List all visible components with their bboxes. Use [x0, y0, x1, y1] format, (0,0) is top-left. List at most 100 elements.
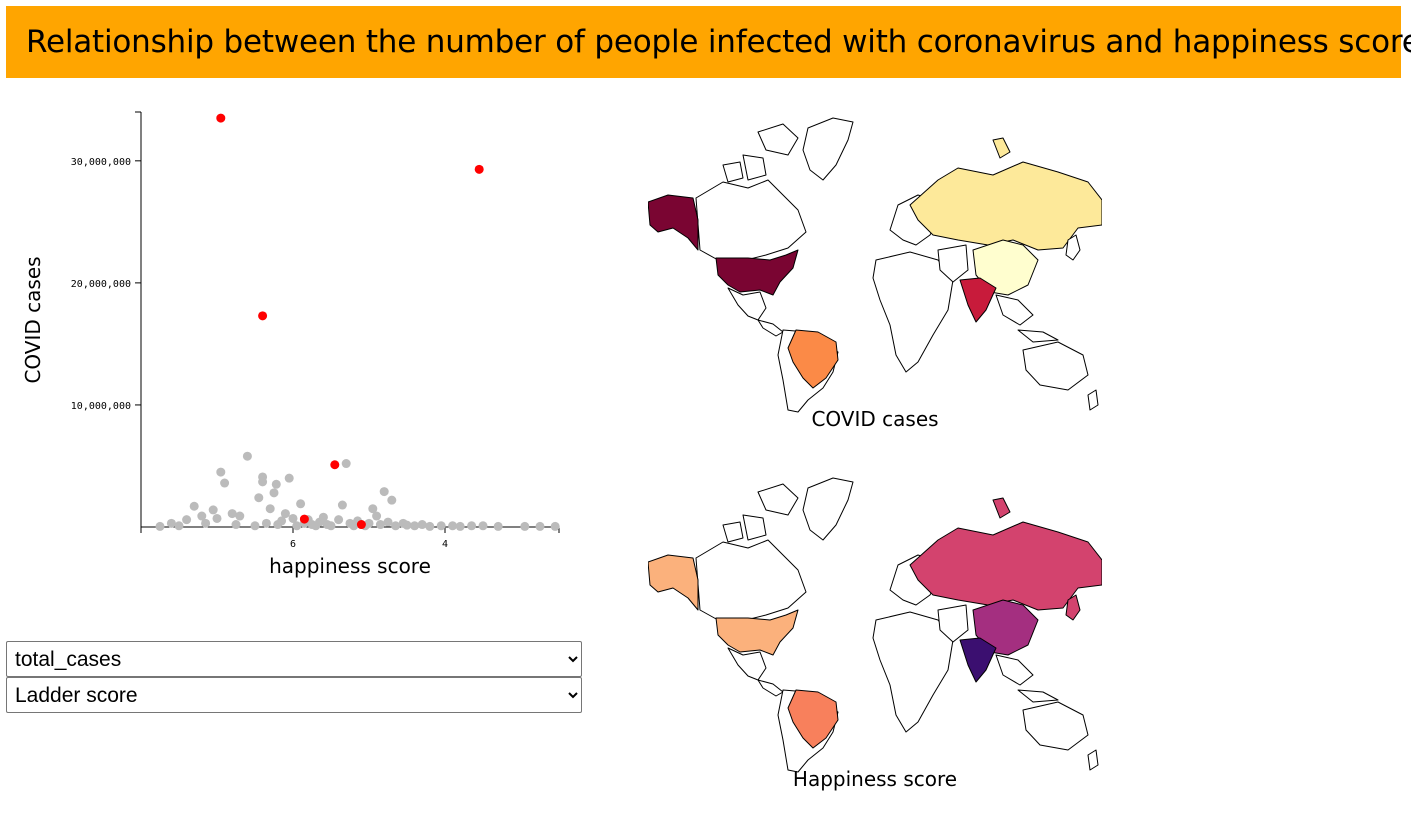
canada-shape	[695, 539, 807, 621]
data-point	[271, 479, 281, 489]
data-point	[372, 511, 382, 521]
australia-shape	[1022, 341, 1089, 391]
happiness-world-map	[648, 477, 1102, 773]
india-shape	[959, 277, 997, 323]
data-point	[280, 509, 290, 519]
y-tick-label: 10,000,000	[71, 401, 131, 412]
data-point	[417, 520, 427, 530]
data-point	[326, 521, 336, 531]
covid-cases-map: COVID cases	[648, 110, 1102, 437]
covid-world-map	[648, 117, 1102, 413]
highlighted-point	[258, 311, 268, 321]
happiness-map-label: Happiness score	[792, 767, 958, 791]
data-point	[425, 521, 435, 531]
data-point	[337, 500, 347, 510]
data-point	[436, 521, 446, 531]
data-point	[478, 521, 488, 531]
data-point	[318, 512, 328, 522]
data-point	[520, 521, 530, 531]
data-point	[197, 511, 207, 521]
highlighted-point	[299, 514, 309, 524]
score-metric-select[interactable]: Ladder score	[6, 677, 582, 713]
data-point	[292, 521, 302, 531]
data-point	[166, 518, 176, 528]
southeast-asia-shape	[995, 654, 1059, 703]
arctic-islands-shape	[722, 123, 799, 183]
mexico-shape	[727, 647, 767, 681]
highlighted-point	[330, 460, 340, 470]
russia-shape	[909, 161, 1102, 251]
nz-shape	[1087, 749, 1099, 771]
default-points	[155, 451, 560, 531]
y-tick-label: 20,000,000	[71, 279, 131, 290]
data-point	[375, 520, 385, 530]
data-point	[288, 513, 298, 523]
arctic-islands-shape	[722, 483, 799, 543]
data-point	[448, 521, 458, 531]
central-america-shape	[757, 679, 784, 697]
x-tick-label: 6	[290, 539, 296, 550]
y-axis-label: COVID cases	[21, 256, 45, 383]
data-point	[231, 520, 241, 530]
central-america-shape	[757, 319, 784, 337]
japan-shape	[1065, 234, 1081, 261]
data-point	[535, 521, 545, 531]
australia-shape	[1022, 701, 1089, 751]
highlighted-point	[474, 164, 484, 174]
greenland-shape	[802, 117, 854, 181]
nz-shape	[1087, 389, 1099, 411]
russia-shape	[909, 521, 1102, 611]
usa-shape	[715, 249, 799, 296]
scatter-chart: 10,000,000 20,000,000 30,000,000 6 4 happin…	[21, 111, 560, 578]
data-point	[227, 509, 237, 519]
data-point	[364, 518, 374, 528]
covid-map-label: COVID cases	[811, 407, 939, 431]
y-tick-label: 30,000,000	[71, 157, 131, 168]
data-point	[402, 520, 412, 530]
data-point	[208, 505, 218, 515]
data-point	[265, 504, 275, 514]
variable-selectors: total_cases Ladder score	[6, 641, 582, 713]
data-point	[261, 518, 271, 528]
canada-shape	[695, 179, 807, 261]
japan-shape	[1065, 594, 1081, 621]
east-siberia-shape	[992, 137, 1011, 159]
data-point	[269, 488, 279, 498]
data-point	[550, 521, 560, 531]
data-point	[341, 459, 351, 469]
data-point	[391, 521, 401, 531]
data-point	[220, 478, 230, 488]
data-point	[284, 473, 294, 483]
data-point	[277, 516, 287, 526]
data-point	[334, 515, 344, 525]
mexico-shape	[727, 287, 767, 321]
greenland-shape	[802, 477, 854, 541]
brazil-shape	[787, 329, 839, 389]
data-point	[212, 513, 222, 523]
data-point	[387, 495, 397, 505]
africa-shape	[872, 251, 954, 373]
alaska-shape	[648, 194, 699, 251]
data-point	[189, 501, 199, 511]
data-point	[216, 467, 226, 477]
data-point	[258, 477, 268, 487]
data-point	[174, 521, 184, 531]
data-point	[250, 521, 260, 531]
africa-shape	[872, 611, 954, 733]
highlighted-point	[216, 113, 226, 123]
happiness-map: Happiness score	[648, 470, 1102, 797]
data-point	[467, 521, 477, 531]
data-point	[201, 518, 211, 528]
data-point	[379, 487, 389, 497]
highlighted-point	[356, 520, 366, 530]
y-axis: 10,000,000 20,000,000 30,000,000	[71, 111, 142, 527]
east-siberia-shape	[992, 497, 1011, 519]
brazil-shape	[787, 689, 839, 749]
case-metric-select[interactable]: total_cases	[6, 641, 582, 677]
data-point	[455, 521, 465, 531]
highlighted-points	[216, 113, 484, 530]
middle-east-shape	[937, 244, 969, 283]
data-point	[296, 499, 306, 509]
alaska-shape	[648, 554, 699, 611]
data-point	[182, 515, 192, 525]
